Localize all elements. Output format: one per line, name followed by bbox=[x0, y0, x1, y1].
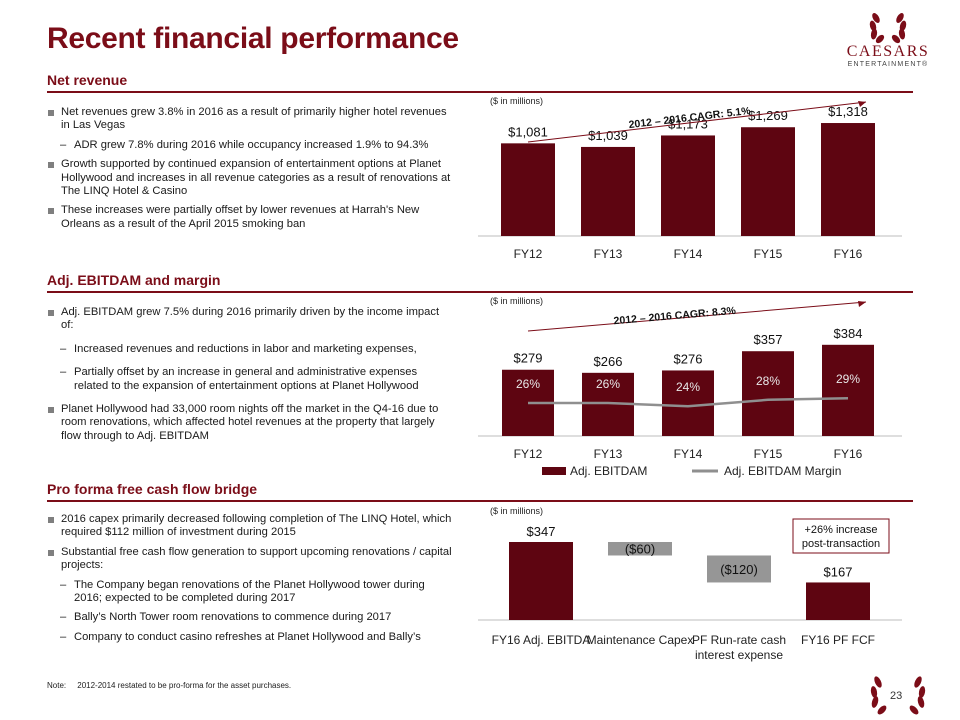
cagr-arrow-head bbox=[858, 101, 866, 107]
legend-swatch-bar bbox=[542, 467, 566, 475]
net-revenue-bullets: Net revenues grew 3.8% in 2016 as a resu… bbox=[47, 106, 452, 237]
bar-value-label: $1,039 bbox=[588, 128, 628, 143]
callout-text: post-transaction bbox=[802, 538, 880, 550]
bar bbox=[742, 351, 794, 436]
bar bbox=[581, 146, 635, 236]
bar-value-label: $347 bbox=[527, 524, 556, 539]
bar bbox=[741, 127, 795, 236]
decrease-bar bbox=[608, 542, 672, 556]
bar-value-label: $1,318 bbox=[828, 104, 868, 119]
net-revenue-divider bbox=[47, 91, 913, 93]
footnote-text: 2012-2014 restated to be pro-forma for t… bbox=[77, 681, 292, 690]
x-tick-label: Maintenance Capex bbox=[587, 633, 694, 647]
caesars-logo: CAESARS ENTERTAINMENT® bbox=[838, 10, 938, 72]
x-tick-label: PF Run-rate cash interest expense bbox=[692, 633, 786, 662]
margin-value-label: 28% bbox=[756, 374, 780, 388]
bullet: Adj. EBITDAM grew 7.5% during 2016 prima… bbox=[47, 306, 452, 333]
bullet: 2016 capex primarily decreased following… bbox=[47, 513, 452, 540]
bar-value-label: $167 bbox=[824, 564, 853, 579]
x-tick-label: FY13 bbox=[594, 447, 623, 461]
x-tick-label: FY16 bbox=[834, 247, 863, 261]
cagr-arrow-line bbox=[527, 301, 867, 332]
x-tick-label: FY16 bbox=[834, 447, 863, 461]
footnote: Note: 2012-2014 restated to be pro-forma… bbox=[47, 681, 291, 690]
laurel-logo-icon bbox=[869, 13, 907, 44]
sub-bullet: Bally’s North Tower room renovations to … bbox=[47, 611, 452, 625]
bullet: These increases were partially offset by… bbox=[47, 204, 452, 231]
page-number: 23 bbox=[890, 690, 903, 702]
footnote-prefix: Note: bbox=[47, 681, 67, 690]
x-tick-label: FY16 Adj. EBITDA bbox=[492, 633, 591, 647]
x-tick-label: FY12 bbox=[514, 447, 543, 461]
x-tick-label: FY14 bbox=[674, 447, 703, 461]
x-tick-label: FY14 bbox=[674, 247, 703, 261]
net-revenue-heading: Net revenue bbox=[47, 72, 128, 88]
cagr-label: 2012 – 2016 CAGR: 8.3% bbox=[613, 305, 737, 327]
ebitdam-chart: $279 FY12 $266 FY13 $276 FY14 $357 FY15 $384 FY16… bbox=[478, 301, 902, 478]
legend-label: Adj. EBITDAM Margin bbox=[724, 464, 841, 478]
bar-value-label: $1,081 bbox=[508, 124, 548, 139]
sub-bullet: Increased revenues and reductions in lab… bbox=[47, 343, 452, 357]
logo-name: CAESARS bbox=[846, 43, 930, 60]
sub-bullet: The Company began renovations of the Pla… bbox=[47, 579, 452, 606]
bar-value-label: ($60) bbox=[625, 542, 655, 557]
net-revenue-chart: $1,081FY12$1,039FY13$1,173FY14$1,269FY15… bbox=[478, 101, 902, 261]
bar-value-label: $357 bbox=[754, 332, 783, 347]
fcf-bullets: 2016 capex primarily decreased following… bbox=[47, 513, 452, 650]
x-tick-label: FY15 bbox=[754, 247, 783, 261]
bullet: Net revenues grew 3.8% in 2016 as a resu… bbox=[47, 106, 452, 133]
ebitdam-bullets: Adj. EBITDAM grew 7.5% during 2016 prima… bbox=[47, 306, 452, 449]
decrease-bar bbox=[707, 555, 771, 583]
bullet: Planet Hollywood had 33,000 room nights … bbox=[47, 403, 452, 443]
cagr-arrow-head bbox=[858, 301, 866, 307]
sub-bullet: Partially offset by an increase in gener… bbox=[47, 366, 452, 393]
bar bbox=[822, 344, 874, 436]
fcf-heading: Pro forma free cash flow bridge bbox=[47, 481, 258, 497]
ebitdam-heading: Adj. EBITDAM and margin bbox=[47, 272, 221, 288]
cagr-arrow-line bbox=[527, 101, 867, 143]
total-bar bbox=[806, 582, 870, 620]
sub-bullet: Company to conduct casino refreshes at P… bbox=[47, 631, 452, 645]
bullet: Substantial free cash flow generation to… bbox=[47, 546, 452, 573]
x-tick-label: FY13 bbox=[594, 247, 623, 261]
bar-value-label: $276 bbox=[674, 351, 703, 366]
callout-text: +26% increase bbox=[804, 524, 877, 536]
bar-value-label: $1,173 bbox=[668, 116, 708, 131]
margin-value-label: 26% bbox=[596, 377, 620, 391]
x-tick-label: FY15 bbox=[754, 447, 783, 461]
x-tick-label: FY12 bbox=[514, 247, 543, 261]
margin-value-label: 26% bbox=[516, 377, 540, 391]
callout-box bbox=[792, 518, 890, 554]
bar-value-label: $266 bbox=[594, 354, 623, 369]
fcf-bridge-chart: $347 FY16 Adj. EBITDA ($60) Maintenance Cap… bbox=[478, 518, 902, 662]
chart2-unit-label: ($ in millions) bbox=[490, 296, 544, 306]
bar-value-label: ($120) bbox=[720, 562, 758, 577]
ebitdam-divider bbox=[47, 291, 913, 293]
bar bbox=[662, 370, 714, 436]
bar bbox=[821, 123, 875, 236]
page-title: Recent financial performance bbox=[47, 22, 459, 55]
bar bbox=[661, 135, 715, 236]
margin-value-label: 24% bbox=[676, 380, 700, 394]
bar-value-label: $279 bbox=[514, 351, 543, 366]
bar bbox=[501, 143, 555, 236]
total-bar bbox=[509, 542, 573, 620]
fcf-divider bbox=[47, 500, 913, 502]
legend-label: Adj. EBITDAM bbox=[570, 464, 647, 478]
sub-bullet: ADR grew 7.8% during 2016 while occupanc… bbox=[47, 139, 452, 153]
chart1-unit-label: ($ in millions) bbox=[490, 96, 544, 106]
margin-value-label: 29% bbox=[836, 372, 860, 386]
bar-value-label: $384 bbox=[834, 326, 863, 341]
x-tick-label: FY16 PF FCF bbox=[801, 633, 875, 647]
chart3-unit-label: ($ in millions) bbox=[490, 506, 544, 516]
bullet: Growth supported by continued expansion … bbox=[47, 158, 452, 198]
laurel-wreath-icon bbox=[870, 676, 926, 715]
logo-subtitle: ENTERTAINMENT® bbox=[847, 61, 929, 68]
margin-line bbox=[528, 396, 849, 408]
